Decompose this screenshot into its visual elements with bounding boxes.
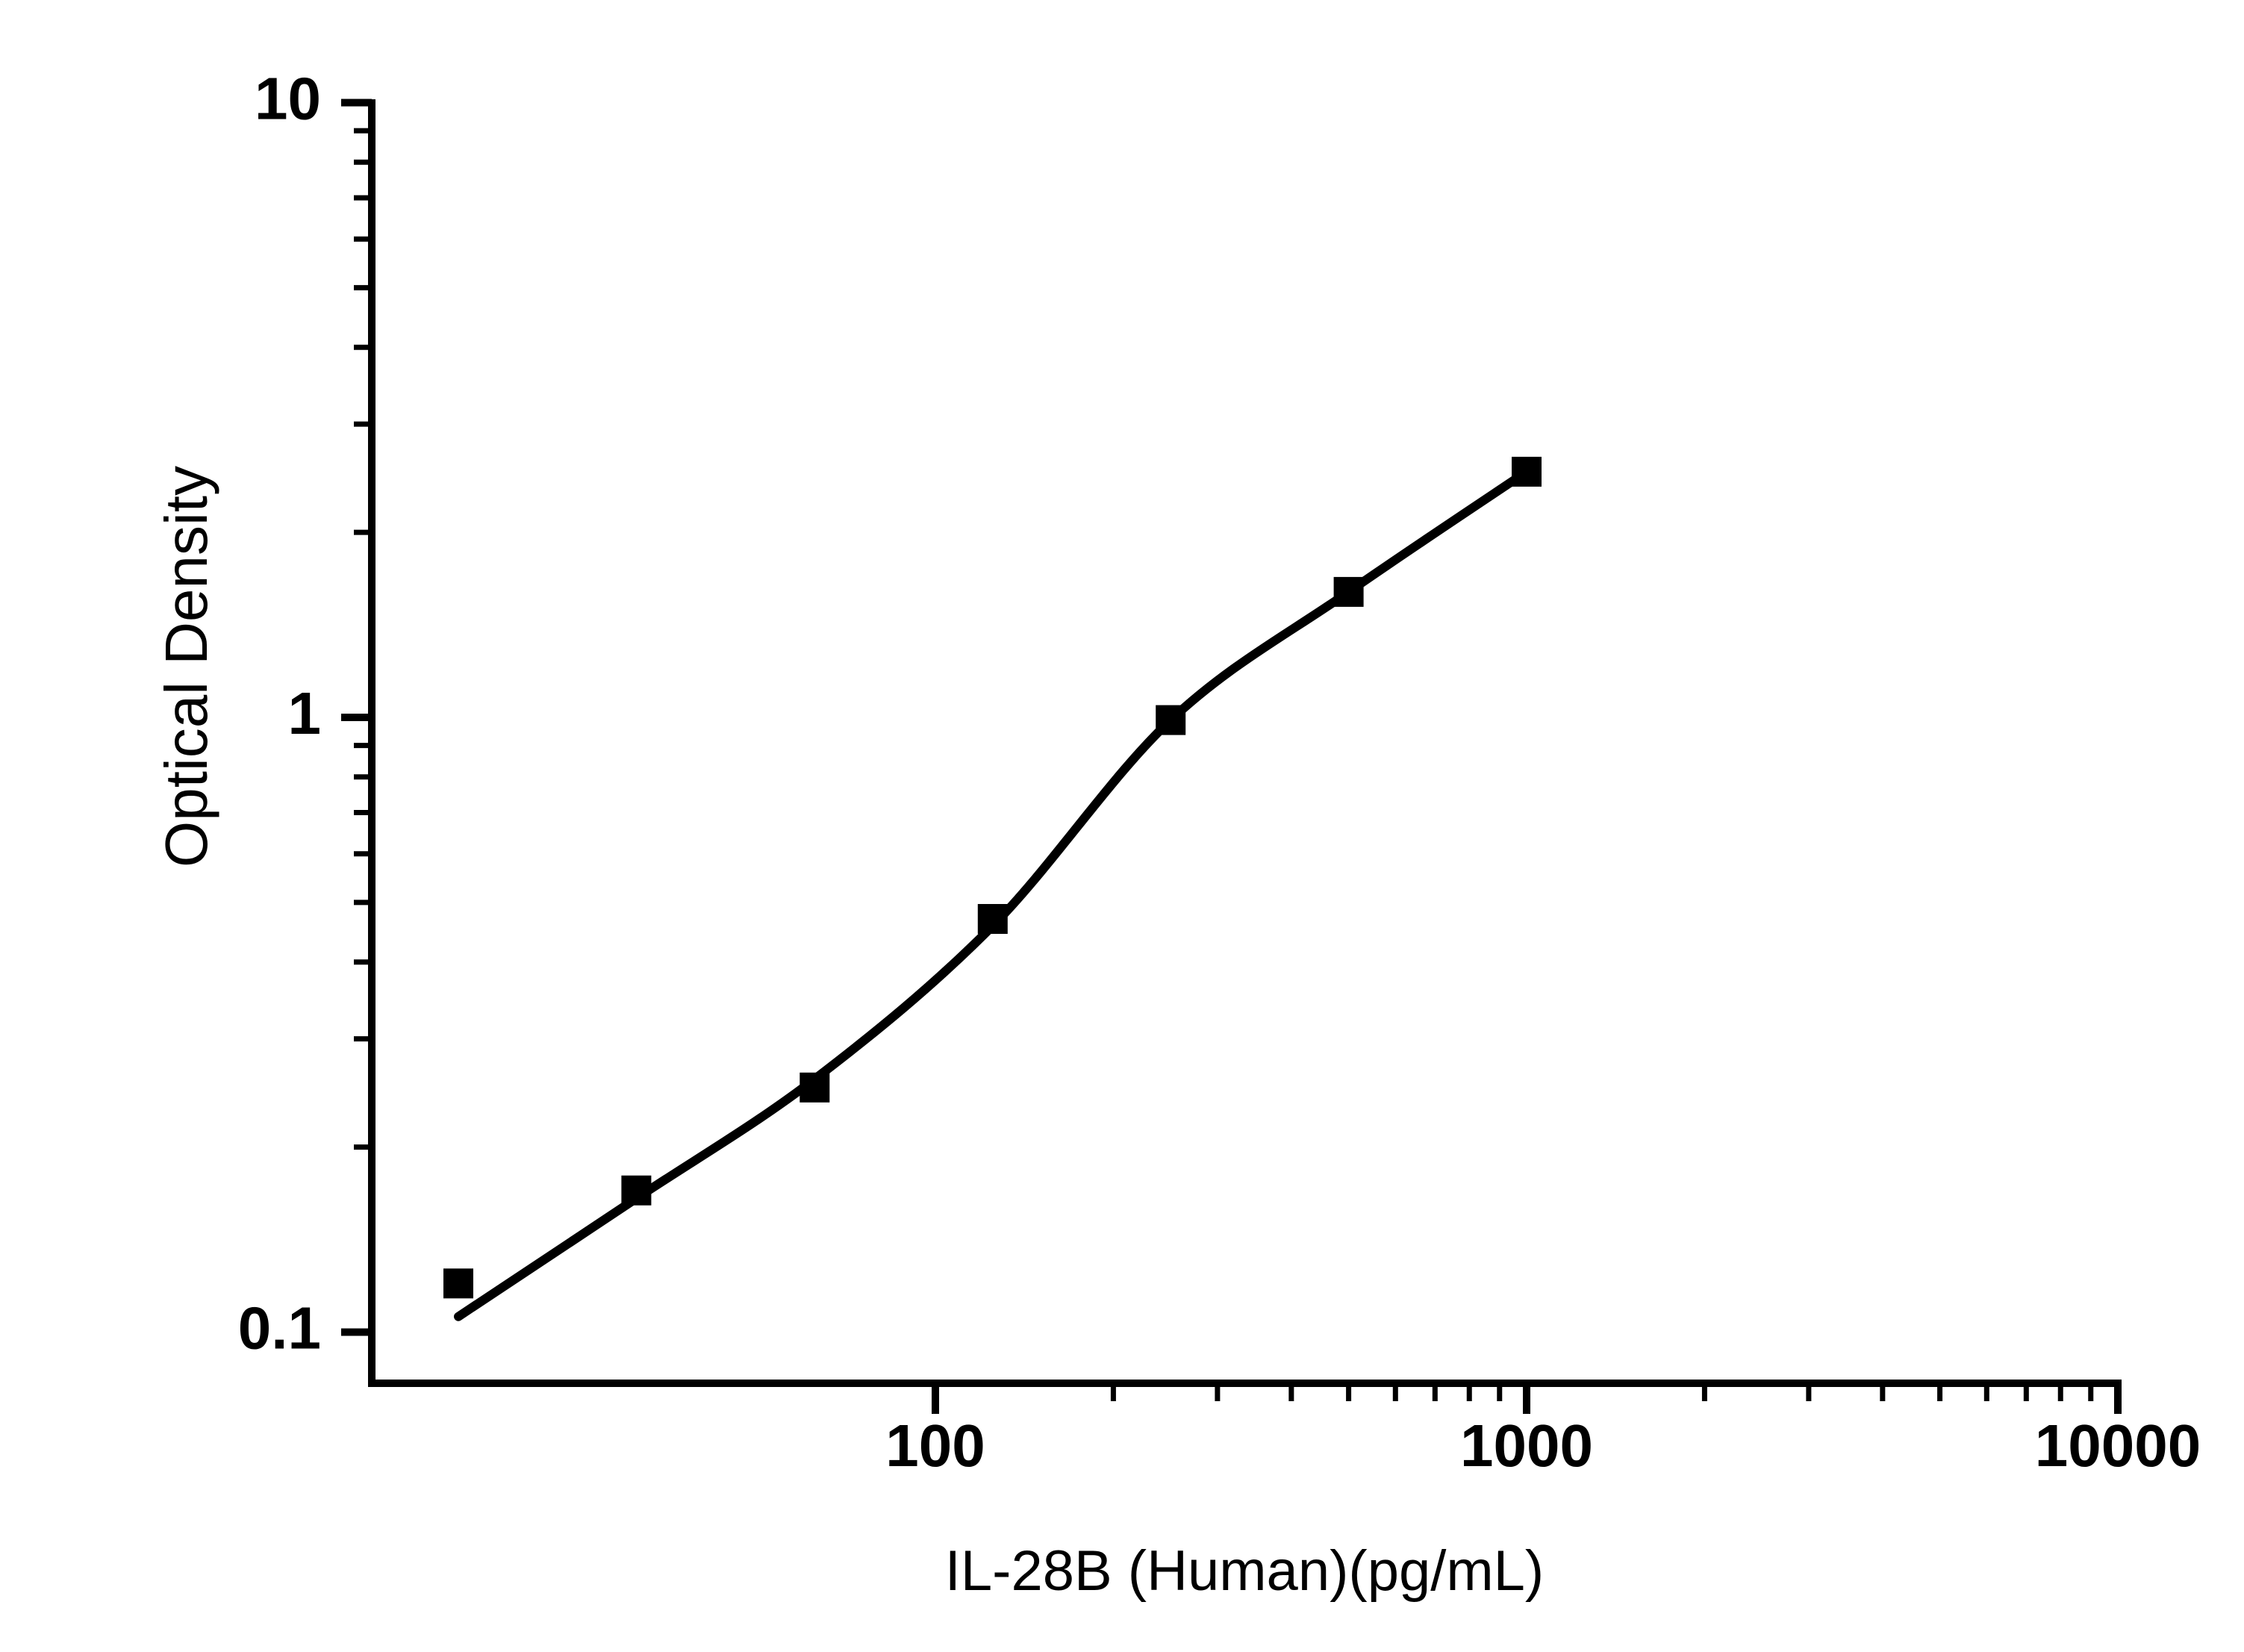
data-point: [1333, 576, 1364, 607]
tick-labels-group: 10 1 0.1 100 1000 10000: [238, 66, 2201, 1480]
fit-curve: [454, 467, 1531, 1321]
major-ticks: [341, 99, 2122, 1414]
data-point: [443, 1268, 473, 1299]
axes: [368, 99, 2122, 1387]
y-tick-label: 0.1: [238, 1295, 321, 1362]
data-point: [977, 904, 1008, 934]
x-tick-label: 1000: [1460, 1412, 1593, 1479]
data-point: [800, 1072, 830, 1103]
data-point: [1512, 456, 1542, 487]
y-tick-label: 10: [255, 66, 321, 132]
y-axis-title: Optical Density: [153, 466, 219, 867]
data-points-group: [443, 456, 1542, 1299]
data-point: [621, 1175, 652, 1206]
y-tick-label: 1: [288, 680, 322, 746]
x-axis-title: IL-28B (Human)(pg/mL): [945, 1539, 1545, 1603]
x-tick-label: 10000: [2035, 1412, 2201, 1479]
x-tick-label: 100: [885, 1412, 985, 1479]
data-point: [1156, 705, 1186, 735]
fit-curve-group: [454, 467, 1531, 1321]
